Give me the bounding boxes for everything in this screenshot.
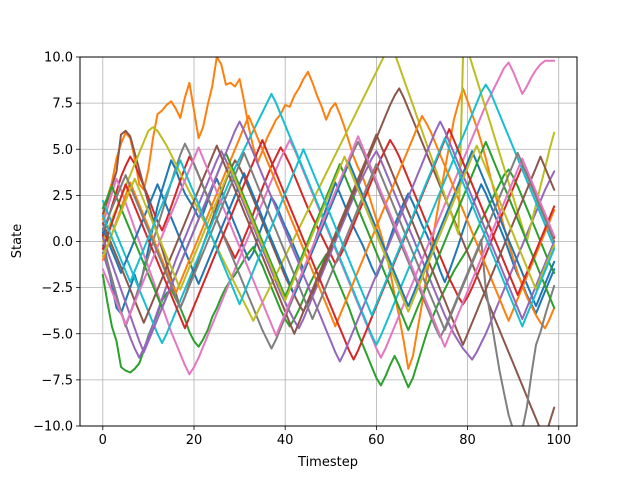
series-line-9: [101, 83, 556, 346]
y-tick-label: −5.0: [41, 327, 73, 342]
x-tick-label: 100: [546, 433, 571, 448]
y-tick-label: 2.5: [52, 189, 73, 204]
x-tick-label: 0: [99, 433, 107, 448]
series-line-1: [101, 57, 556, 370]
series-line-14: [101, 120, 556, 363]
series-lines: [101, 57, 556, 426]
y-tick-label: 0.0: [52, 235, 73, 250]
y-axis-label: State: [10, 224, 25, 258]
x-axis-label: Timestep: [297, 455, 358, 470]
series-line-13: [101, 128, 556, 361]
y-tick-label: 7.5: [52, 97, 73, 112]
x-tick-label: 80: [459, 433, 476, 448]
y-tick-label: 10.0: [44, 51, 73, 66]
series-line-18: [101, 144, 556, 313]
series-line-19: [101, 137, 556, 328]
series-line-0: [101, 159, 556, 315]
x-tick-label: 20: [186, 433, 203, 448]
y-tick-label: −10.0: [33, 420, 73, 435]
x-tick-label: 40: [277, 433, 294, 448]
y-tick-label: −7.5: [41, 373, 73, 388]
ticks: 0 20 40 60 80 100 −10.0 −7.5 −5.0 −2.5 0.0 2.5 5.0 7.…: [33, 51, 571, 449]
series-line-4: [101, 150, 556, 361]
series-line-15: [101, 133, 556, 346]
series-line-8: [101, 57, 556, 322]
y-tick-label: −2.5: [41, 281, 73, 296]
x-tick-label: 60: [368, 433, 385, 448]
y-tick-label: 5.0: [52, 143, 73, 158]
series-line-17: [101, 151, 556, 332]
